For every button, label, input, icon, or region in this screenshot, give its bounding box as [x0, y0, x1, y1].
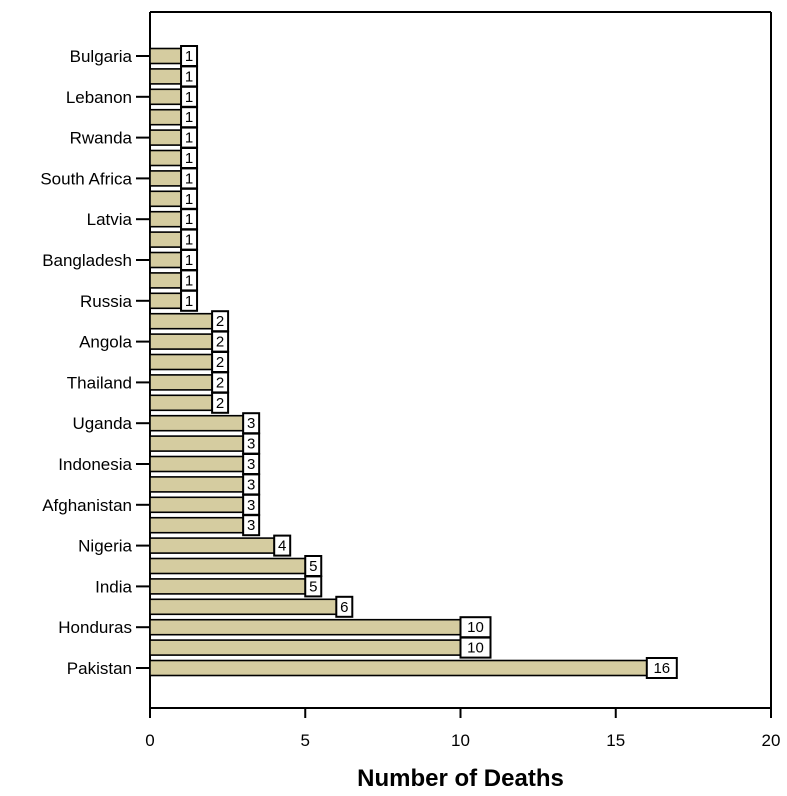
y-tick-label: Thailand	[67, 373, 132, 392]
y-tick-label: Bangladesh	[42, 251, 132, 270]
data-label: 2	[216, 354, 224, 371]
bar	[149, 557, 307, 575]
y-tick-label: Indonesia	[58, 455, 132, 474]
data-label: 10	[467, 619, 484, 636]
data-label: 1	[185, 191, 193, 208]
y-tick-label: Latvia	[87, 210, 133, 229]
bar	[149, 210, 182, 228]
data-label: 10	[467, 640, 484, 657]
data-label-box	[273, 534, 292, 557]
data-label: 16	[653, 660, 670, 677]
data-label: 3	[247, 517, 255, 534]
data-label: 1	[185, 293, 193, 310]
x-tick-label: 10	[451, 731, 470, 750]
y-tick-label: Russia	[80, 292, 133, 311]
x-tick-label: 0	[145, 731, 154, 750]
bar	[149, 374, 213, 391]
bar	[149, 251, 182, 269]
data-label: 3	[247, 415, 255, 432]
data-label-box	[304, 575, 323, 598]
bar	[149, 618, 462, 636]
bar	[149, 476, 244, 493]
bar	[149, 231, 182, 248]
y-tick-label: Bulgaria	[70, 47, 133, 66]
data-label: 3	[247, 476, 255, 493]
y-tick-label: Nigeria	[78, 537, 132, 556]
x-tick-label: 20	[762, 731, 781, 750]
data-label-box	[645, 657, 678, 679]
data-label: 1	[185, 68, 193, 85]
y-tick-label: Angola	[79, 333, 132, 352]
data-label: 2	[216, 374, 224, 391]
data-label: 3	[247, 497, 255, 514]
y-tick-label: Lebanon	[66, 88, 132, 107]
data-labels-group: 1 1 1 1 1 1 1 1 1 1 1 1 1 2 2 2 2 2 3 3 3 3 3 3 4 5 5 6 10 10 16	[180, 45, 678, 679]
data-label: 3	[247, 456, 255, 473]
data-label: 4	[278, 538, 286, 555]
data-label: 1	[185, 170, 193, 187]
y-tick-label: Afghanistan	[42, 496, 132, 515]
bar	[149, 496, 244, 514]
bar	[149, 68, 182, 85]
x-axis-title: Number of Deaths	[357, 765, 564, 792]
bar	[149, 639, 462, 656]
y-tick-label: South Africa	[40, 169, 132, 188]
bar	[149, 598, 338, 616]
data-label: 1	[185, 272, 193, 289]
bar	[149, 333, 213, 350]
x-tick-label: 5	[301, 731, 310, 750]
data-label: 1	[185, 150, 193, 167]
data-label-box	[335, 595, 354, 618]
data-label-box	[211, 391, 230, 414]
bar	[149, 149, 182, 167]
data-label: 2	[216, 334, 224, 351]
data-label-box	[459, 636, 492, 659]
bar	[149, 659, 648, 677]
bar	[149, 455, 244, 473]
y-tick-label: Rwanda	[70, 129, 133, 148]
data-label: 3	[247, 436, 255, 453]
data-label: 1	[185, 130, 193, 147]
bar	[149, 312, 213, 330]
data-label-box	[180, 289, 199, 312]
data-label: 2	[216, 313, 224, 330]
y-tick-label: Pakistan	[67, 659, 132, 678]
x-tick-label: 15	[606, 731, 625, 750]
data-label: 1	[185, 109, 193, 126]
bar	[149, 129, 182, 146]
bar	[149, 190, 182, 208]
data-label: 1	[185, 48, 193, 65]
data-label: 6	[340, 599, 348, 616]
bar	[149, 353, 213, 371]
bar	[149, 88, 182, 106]
data-label: 1	[185, 252, 193, 269]
data-label-box	[242, 514, 261, 537]
bar	[149, 292, 182, 310]
bar	[149, 394, 213, 412]
bar	[149, 414, 244, 432]
y-tick-label: Honduras	[58, 618, 132, 637]
data-label: 2	[216, 395, 224, 412]
bar	[149, 578, 307, 595]
data-label: 1	[185, 211, 193, 228]
bar	[149, 516, 244, 534]
bar	[149, 47, 182, 65]
data-label: 1	[185, 232, 193, 249]
y-tick-label: India	[95, 577, 132, 596]
data-label: 5	[309, 578, 317, 595]
bar	[149, 435, 244, 452]
bars-group	[149, 47, 648, 677]
data-label: 1	[185, 89, 193, 106]
data-label: 5	[309, 558, 317, 575]
y-tick-label: Uganda	[72, 414, 132, 433]
bar	[149, 537, 275, 554]
bar	[149, 108, 182, 126]
bar	[149, 170, 182, 187]
bar	[149, 272, 182, 289]
